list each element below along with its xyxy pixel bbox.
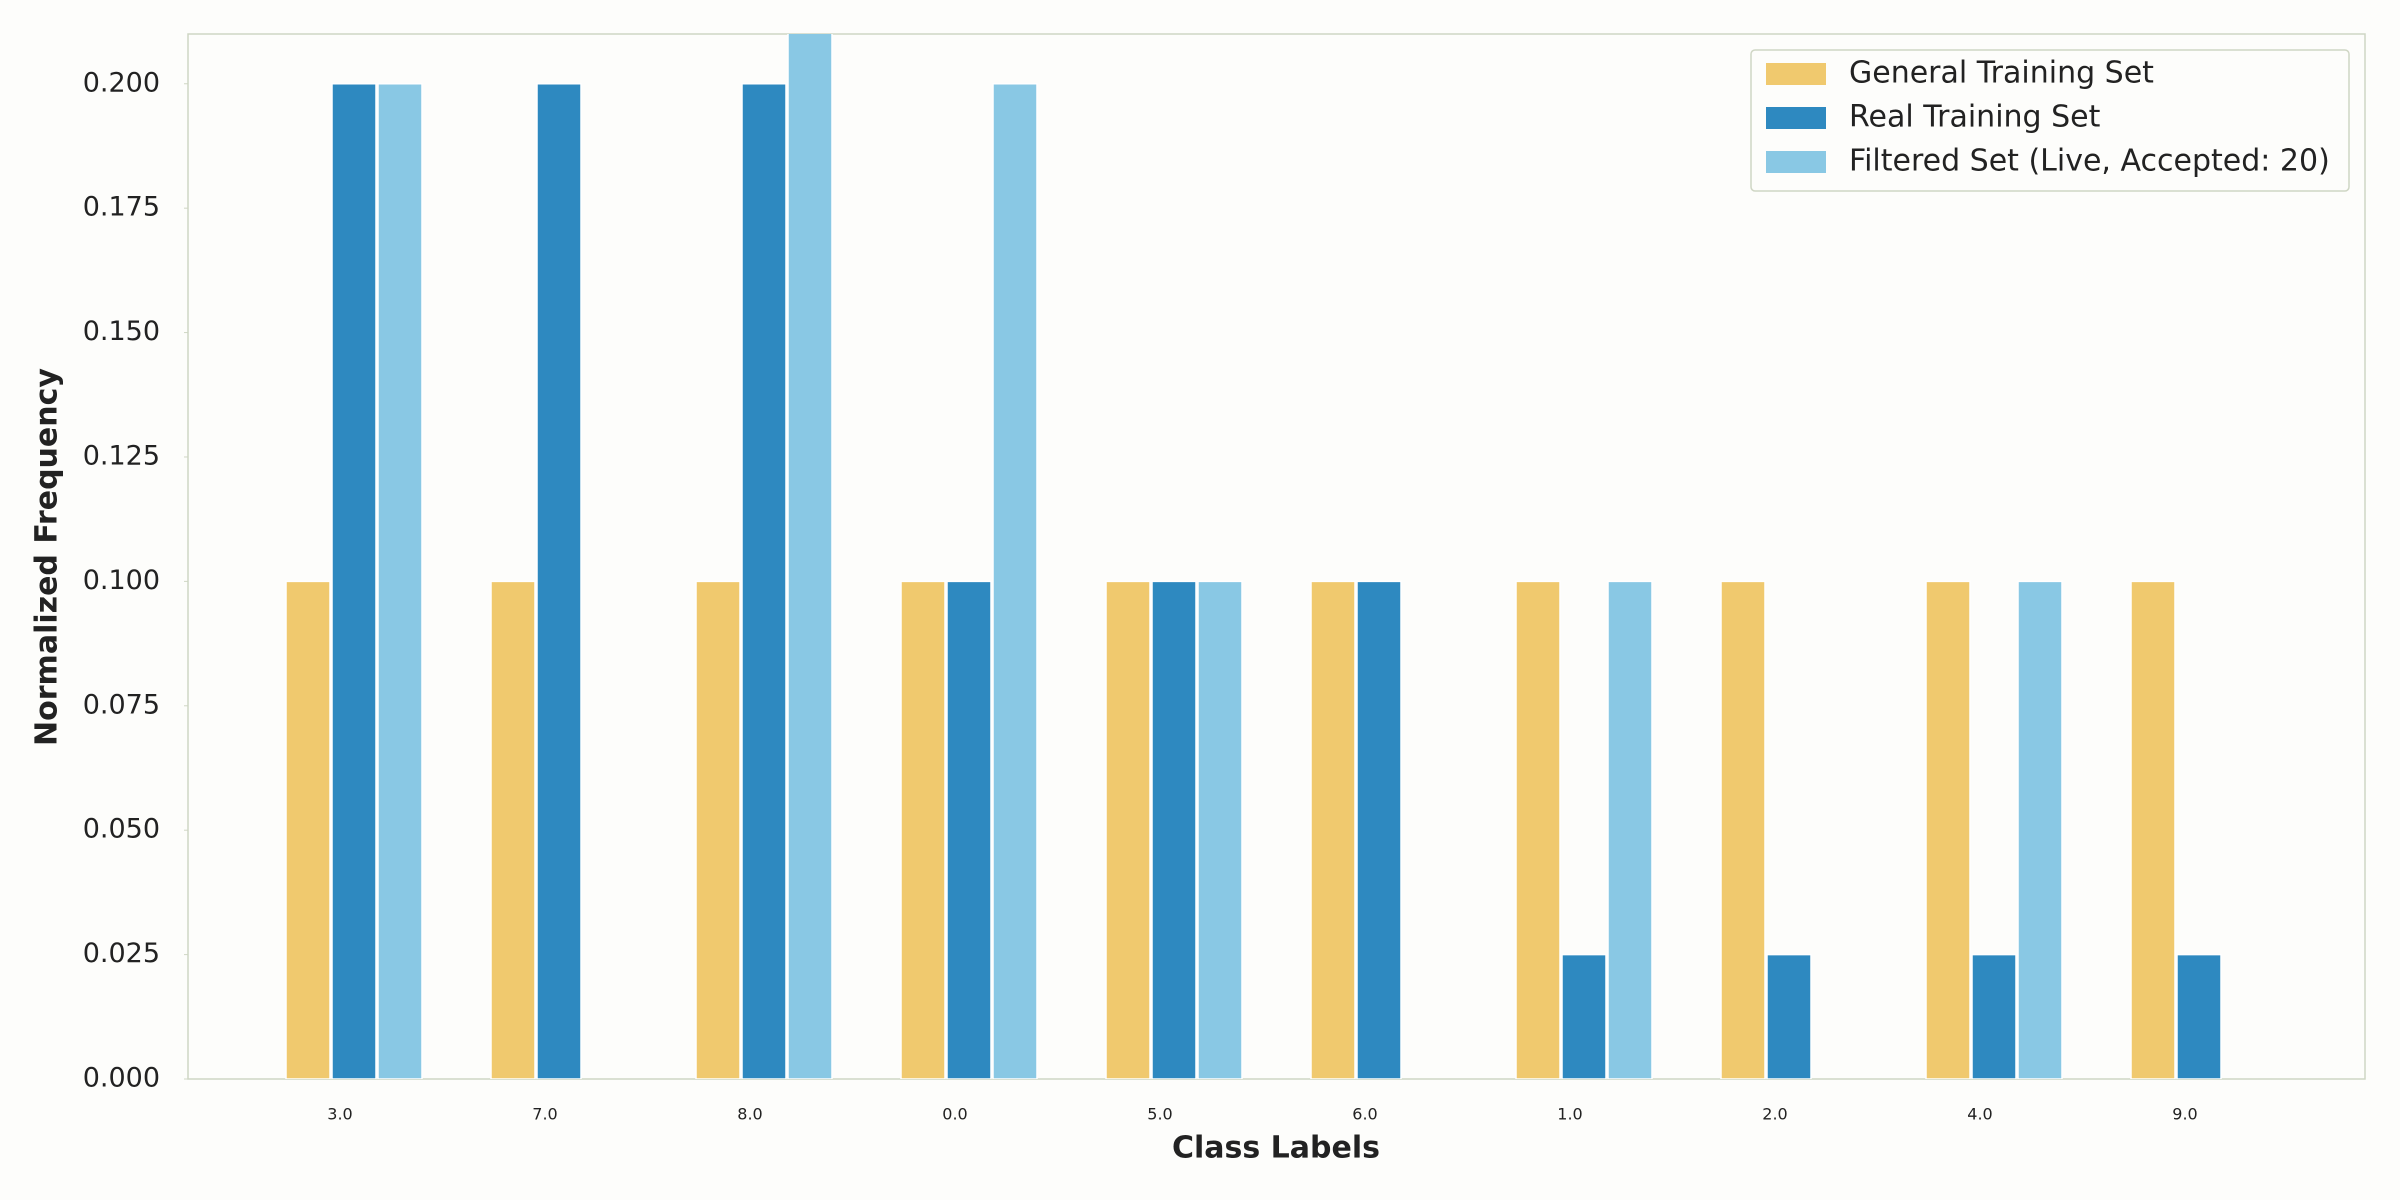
bar bbox=[695, 580, 741, 1079]
bar bbox=[2130, 580, 2176, 1079]
bar bbox=[490, 580, 536, 1079]
bar bbox=[2176, 953, 2222, 1079]
y-tick-label: 0.075 bbox=[83, 689, 160, 720]
bar bbox=[2017, 580, 2063, 1079]
x-axis-label: Class Labels bbox=[1172, 1131, 1380, 1166]
bar bbox=[1607, 580, 1653, 1079]
bar bbox=[331, 83, 377, 1079]
bars bbox=[285, 34, 2222, 1079]
legend-label: Real Training Set bbox=[1849, 100, 2101, 135]
bar bbox=[1105, 580, 1151, 1079]
y-tick-label: 0.000 bbox=[83, 1063, 160, 1094]
bar bbox=[536, 83, 582, 1079]
bar bbox=[992, 83, 1038, 1079]
legend-label: Filtered Set (Live, Accepted: 20) bbox=[1849, 144, 2330, 179]
bar bbox=[1151, 580, 1197, 1079]
bar bbox=[900, 580, 946, 1079]
bar bbox=[1561, 953, 1607, 1079]
bar bbox=[377, 83, 423, 1079]
x-tick-label: 5.0 bbox=[1147, 1105, 1172, 1124]
x-tick-label: 9.0 bbox=[2172, 1105, 2197, 1124]
y-axis-label: Normalized Frequency bbox=[30, 368, 65, 746]
bar bbox=[787, 34, 833, 1079]
bar bbox=[1766, 953, 1812, 1079]
bar bbox=[1720, 580, 1766, 1079]
bar bbox=[285, 580, 331, 1079]
bar bbox=[1971, 953, 2017, 1079]
x-tick-label: 1.0 bbox=[1557, 1105, 1582, 1124]
bar bbox=[1197, 580, 1243, 1079]
y-tick-label: 0.200 bbox=[83, 67, 160, 98]
x-tick-label: 2.0 bbox=[1762, 1105, 1787, 1124]
y-tick-label: 0.150 bbox=[83, 316, 160, 347]
x-tick-label: 4.0 bbox=[1967, 1105, 1992, 1124]
y-tick-label: 0.050 bbox=[83, 814, 160, 845]
bar bbox=[1310, 580, 1356, 1079]
bar bbox=[1356, 580, 1402, 1079]
y-tick-label: 0.125 bbox=[83, 440, 160, 471]
legend-swatch bbox=[1766, 151, 1826, 173]
legend-swatch bbox=[1766, 107, 1826, 129]
y-tick-label: 0.025 bbox=[83, 938, 160, 969]
y-tick-label: 0.175 bbox=[83, 192, 160, 223]
bar bbox=[741, 83, 787, 1079]
legend-box bbox=[1750, 49, 2350, 192]
legend-label: General Training Set bbox=[1849, 56, 2154, 91]
bar bbox=[1515, 580, 1561, 1079]
bar bbox=[1925, 580, 1971, 1079]
x-tick-label: 0.0 bbox=[942, 1105, 967, 1124]
bar bbox=[946, 580, 992, 1079]
y-tick-label: 0.100 bbox=[83, 565, 160, 596]
legend-swatch bbox=[1766, 63, 1826, 85]
x-tick-label: 6.0 bbox=[1352, 1105, 1377, 1124]
x-tick-label: 7.0 bbox=[532, 1105, 557, 1124]
x-tick-label: 8.0 bbox=[737, 1105, 762, 1124]
x-tick-label: 3.0 bbox=[327, 1105, 352, 1124]
